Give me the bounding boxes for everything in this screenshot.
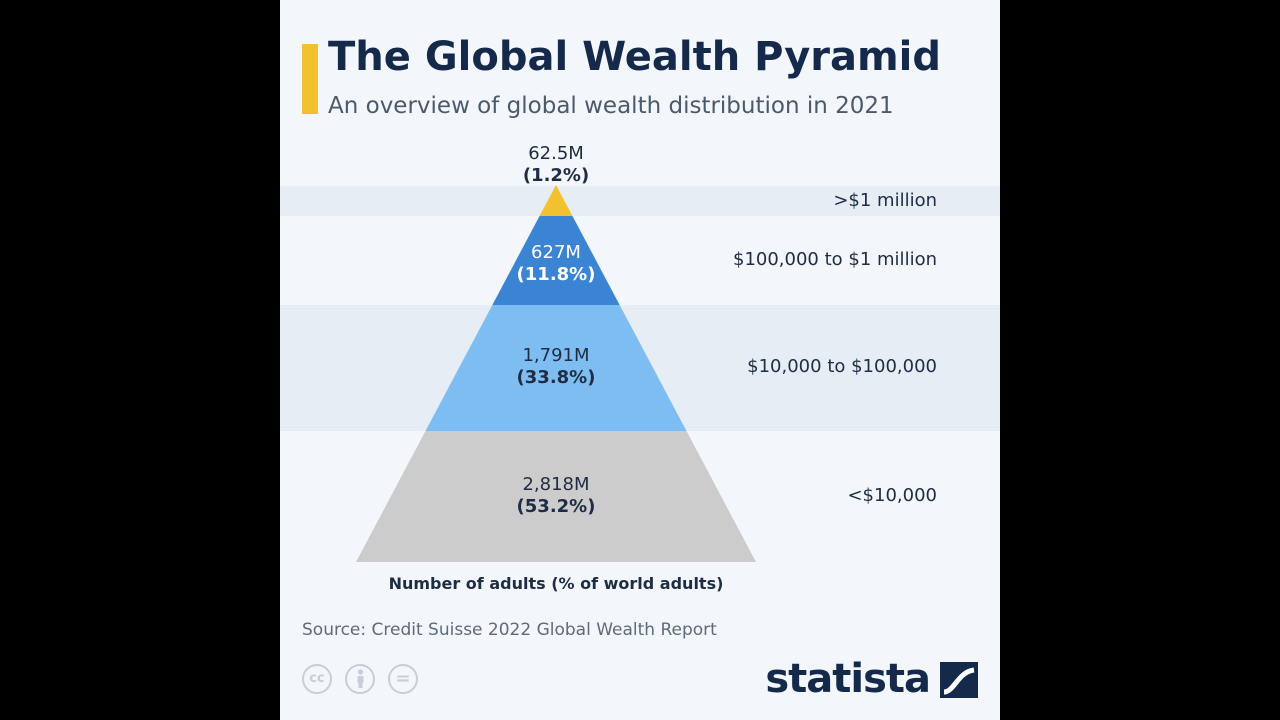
chart-subtitle: An overview of global wealth distributio… bbox=[328, 93, 894, 119]
pyramid-tier-top bbox=[539, 185, 573, 216]
chart-title: The Global Wealth Pyramid bbox=[328, 34, 942, 80]
x-axis-label: Number of adults (% of world adults) bbox=[388, 574, 724, 593]
cc-icon[interactable]: cc bbox=[302, 664, 332, 694]
infographic-panel: The Global Wealth Pyramid An overview of… bbox=[280, 0, 1000, 720]
person-icon bbox=[357, 669, 363, 688]
pyramid-tier-middle bbox=[425, 305, 687, 431]
tier-adults: 1,791M bbox=[522, 345, 590, 366]
tier-share: (11.8%) bbox=[516, 264, 596, 285]
no-derivatives-icon[interactable]: = bbox=[388, 664, 418, 694]
pyramid-tier-upper bbox=[492, 216, 620, 305]
title-accent-bar bbox=[302, 44, 318, 114]
tier-share: (33.8%) bbox=[516, 367, 596, 388]
tier-adults: 2,818M bbox=[522, 474, 590, 495]
pyramid-tier-base bbox=[356, 431, 756, 562]
attribution-icon[interactable] bbox=[345, 664, 375, 694]
tier-label-middle: $10,000 to $100,000 bbox=[747, 356, 937, 377]
logo-wave-icon bbox=[943, 667, 975, 695]
statista-logo-text[interactable]: statista bbox=[765, 656, 931, 702]
tier-value-base: 2,818M (53.2%) bbox=[456, 474, 656, 518]
tier-adults: 62.5M bbox=[528, 143, 584, 164]
tier-share: (1.2%) bbox=[522, 165, 590, 186]
tier-label-upper: $100,000 to $1 million bbox=[733, 249, 937, 270]
tier-value-top: 62.5M (1.2%) bbox=[456, 143, 656, 187]
statista-logo-icon[interactable] bbox=[940, 662, 978, 698]
tier-adults: 627M bbox=[531, 242, 581, 263]
tier-band-top bbox=[280, 186, 1000, 216]
tier-value-upper: 627M (11.8%) bbox=[456, 242, 656, 286]
tier-label-base: <$10,000 bbox=[847, 485, 937, 506]
pyramid-chart bbox=[356, 185, 756, 562]
tier-share: (53.2%) bbox=[516, 496, 596, 517]
source-note: Source: Credit Suisse 2022 Global Wealth… bbox=[302, 620, 717, 640]
tier-label-top: >$1 million bbox=[833, 190, 937, 211]
tier-value-middle: 1,791M (33.8%) bbox=[456, 345, 656, 389]
